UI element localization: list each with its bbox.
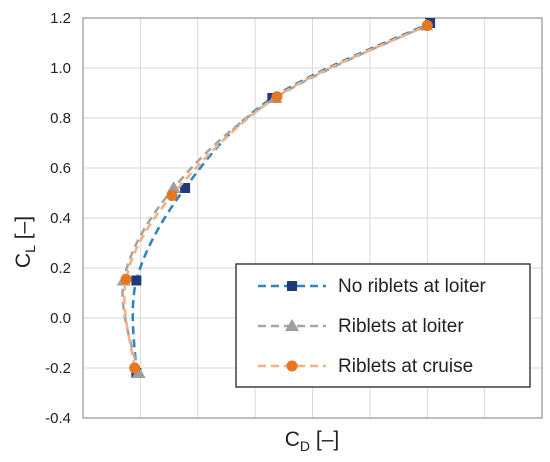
series-3 [120, 20, 433, 374]
legend-marker [285, 319, 299, 331]
y-tick-label: 1.2 [50, 10, 71, 27]
legend-label: Riblets at loiter [338, 316, 464, 337]
plot-area-border [82, 17, 543, 419]
legend-label: Riblets at cruise [338, 356, 473, 377]
data-point [131, 275, 142, 286]
series-group [116, 18, 436, 378]
y-tick-label: -0.2 [45, 360, 71, 377]
legend-marker [286, 360, 298, 372]
legend: No riblets at loiter Riblets at loiter Rib… [235, 263, 531, 388]
legend-item: Riblets at loiter [258, 316, 464, 337]
series-line [121, 24, 427, 374]
x-axis-title-subscript: D [300, 438, 310, 454]
legend-label: No riblets at loiter [338, 276, 487, 297]
data-point [129, 362, 141, 374]
legend-item: Riblets at cruise [258, 356, 473, 377]
y-axis-ticks: -0.4 -0.2 0.0 0.2 0.4 0.6 0.8 1.0 1.2 [45, 10, 71, 427]
data-point [180, 183, 191, 193]
y-tick-label: -0.4 [45, 410, 71, 427]
legend-items: No riblets at loiter Riblets at loiter Rib… [258, 276, 487, 377]
data-point [131, 366, 146, 378]
data-point [166, 190, 178, 201]
y-axis-title-main: C [12, 253, 35, 268]
series-line [123, 24, 428, 369]
y-tick-label: 0.6 [50, 160, 71, 177]
data-point [421, 20, 433, 31]
y-tick-label: 1.0 [50, 60, 71, 77]
y-tick-label: 0.4 [50, 210, 71, 227]
y-axis-title-subscript: L [22, 245, 38, 253]
y-tick-label: 0.2 [50, 260, 71, 277]
legend-marker [287, 281, 297, 291]
series-line [131, 21, 431, 374]
legend-item: No riblets at loiter [258, 276, 487, 297]
y-axis-title-unit: [–] [12, 216, 35, 245]
data-point [166, 181, 181, 193]
x-axis-title: CD [–] [285, 428, 339, 454]
data-point [271, 91, 283, 103]
y-axis-title: CL [–] [12, 216, 38, 268]
y-tick-label: 0.8 [50, 110, 71, 127]
data-point [120, 273, 132, 285]
x-axis-title-unit: [–] [310, 428, 339, 451]
y-tick-label: 0.0 [50, 310, 71, 327]
x-axis-title-main: C [285, 428, 300, 451]
